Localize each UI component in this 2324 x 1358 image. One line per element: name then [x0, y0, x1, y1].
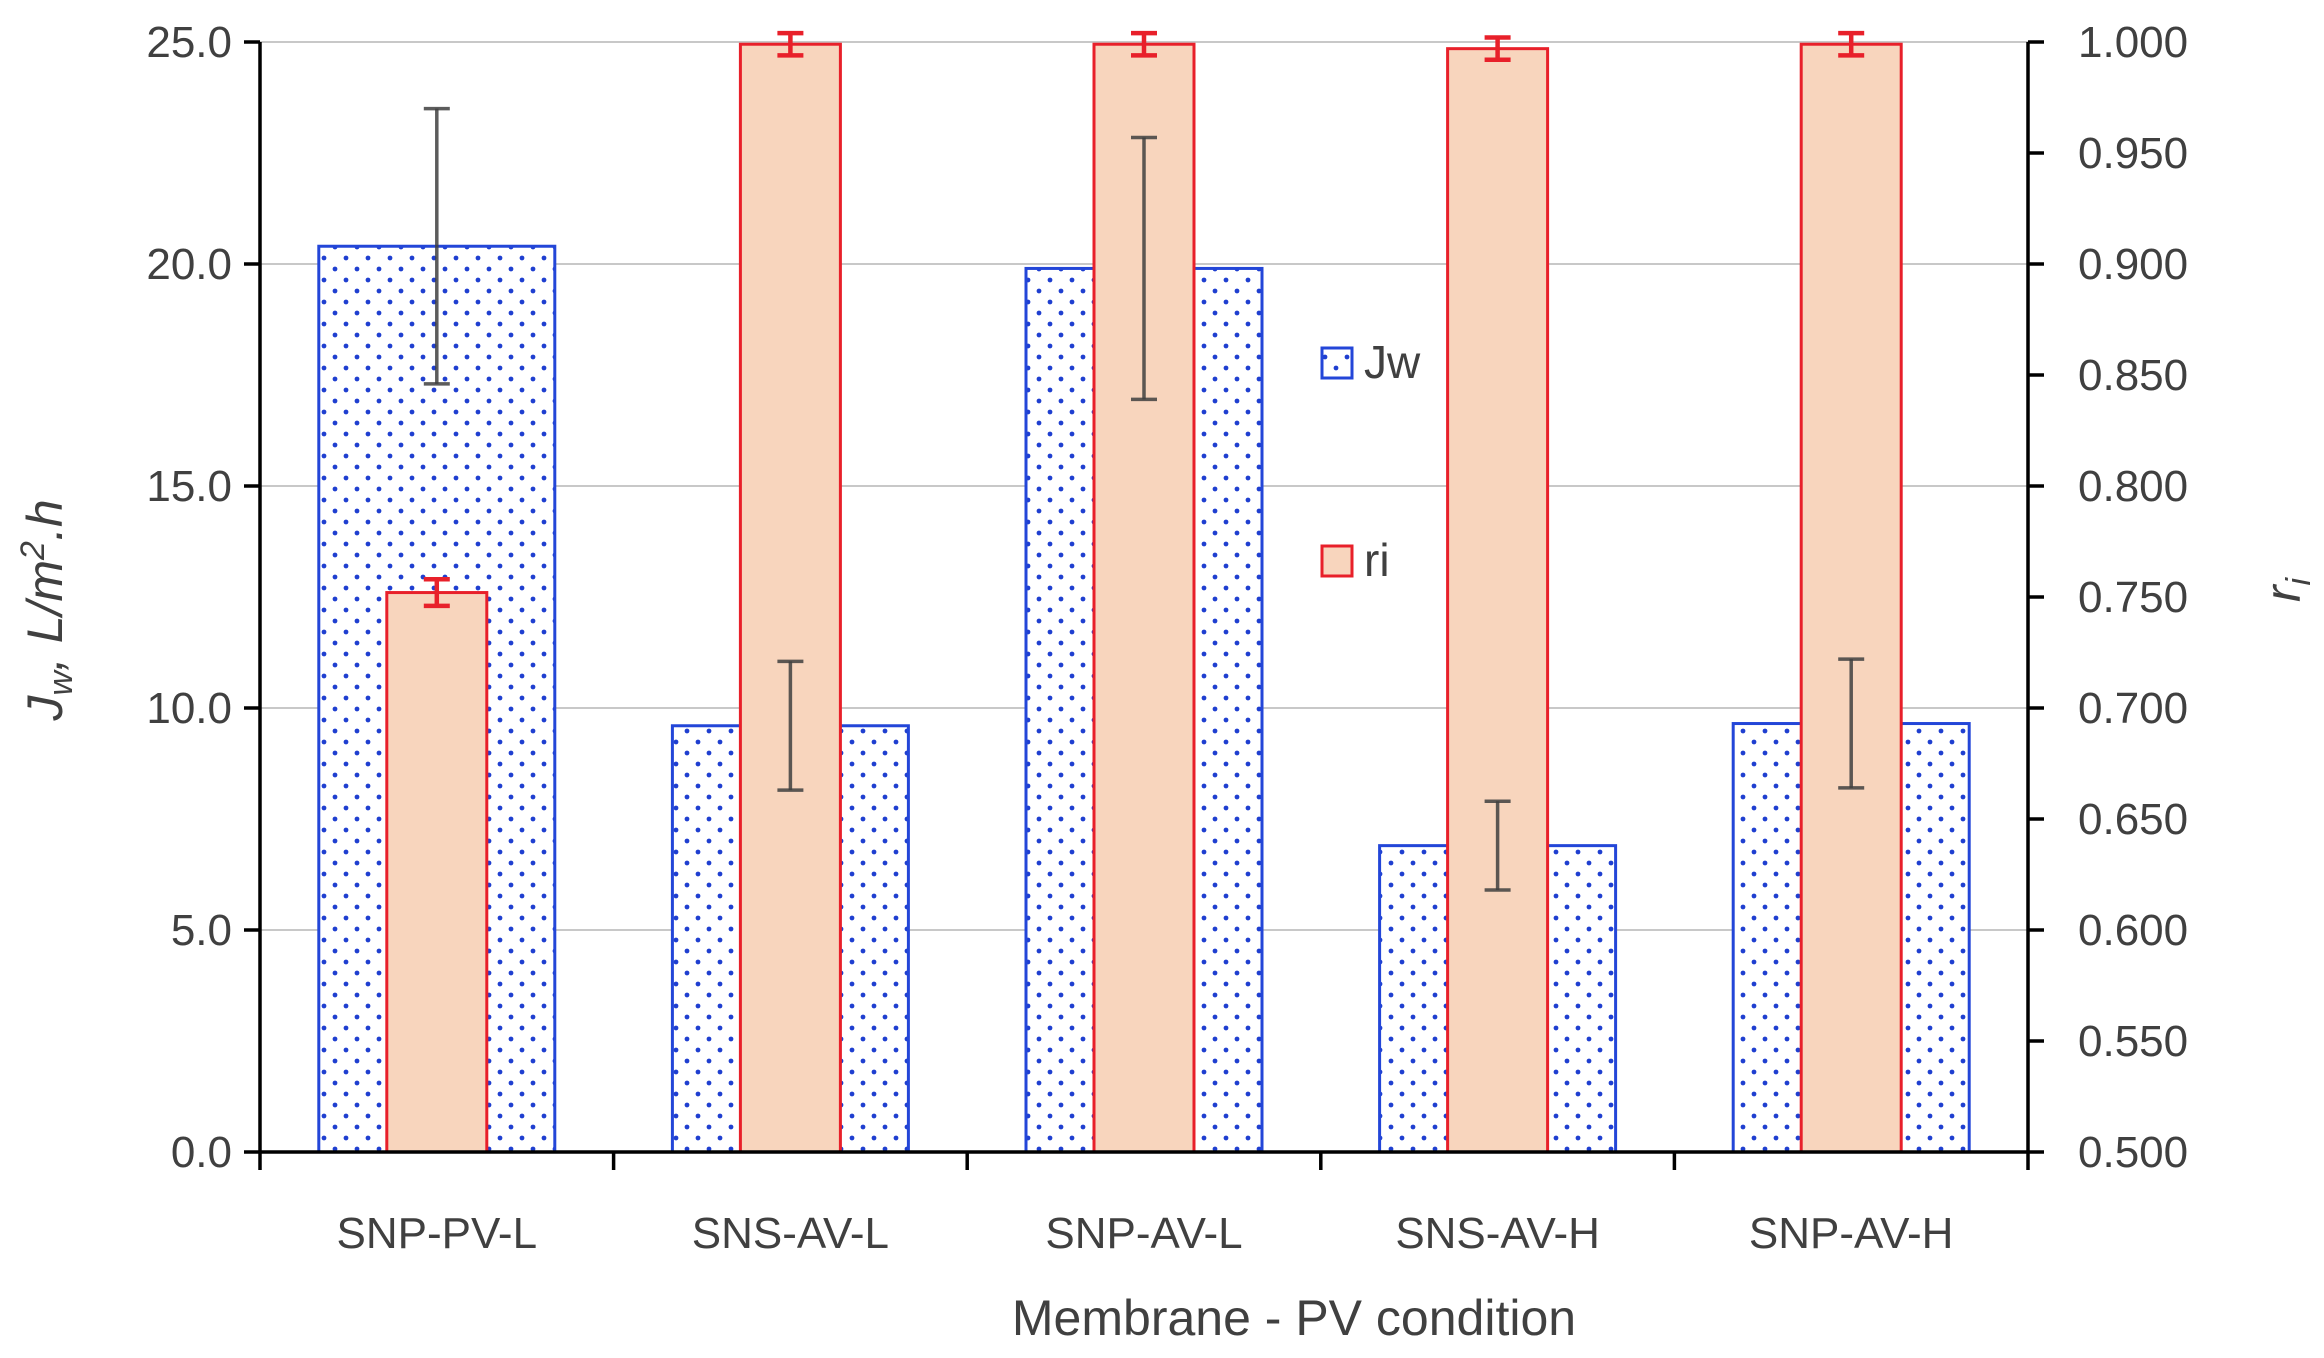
jw-error-bars — [423, 106, 1865, 892]
error-bar-ri — [1838, 30, 1865, 58]
legend-swatch-jw — [1320, 346, 1354, 380]
x-axis-title: Membrane - PV condition — [1012, 1290, 1576, 1346]
left-y-tick-label: 10.0 — [146, 684, 232, 733]
error-bar-jw — [1131, 135, 1157, 402]
legend-label-jw: Jw — [1364, 336, 1421, 388]
bar-ri — [1799, 42, 1903, 1154]
error-bar-ri — [1131, 30, 1157, 58]
ri-error-bars — [423, 30, 1865, 609]
left-y-axis-title: Jw, L/m2.h — [14, 499, 80, 721]
right-y-tick-label: 0.900 — [2078, 240, 2188, 289]
bar-ri — [385, 591, 489, 1154]
right-y-tick-label: 0.850 — [2078, 351, 2188, 400]
x-tick-label: SNP-AV-H — [1749, 1209, 1954, 1258]
axes — [244, 40, 2044, 1170]
x-tick-label: SNP-AV-L — [1045, 1209, 1242, 1258]
left-y-tick-label: 20.0 — [146, 240, 232, 289]
left-y-tick-label: 25.0 — [146, 18, 232, 67]
error-bar-jw — [1838, 657, 1865, 790]
x-tick-label: SNS-AV-L — [692, 1209, 889, 1258]
right-y-tick-label: 0.800 — [2078, 462, 2188, 511]
right-y-tick-label: 0.600 — [2078, 906, 2188, 955]
right-y-tick-label: 0.700 — [2078, 684, 2188, 733]
x-tick-labels: SNP-PV-L SNS-AV-L SNP-AV-L SNS-AV-H SNP-AV-H — [337, 1209, 1954, 1258]
left-y-tick-label: 0.0 — [171, 1128, 232, 1177]
right-y-tick-label: 0.950 — [2078, 129, 2188, 178]
legend-swatch-ri — [1320, 544, 1354, 578]
right-y-tick-labels: 0.500 0.550 0.600 0.650 0.700 0.750 0.800 0.850… — [2078, 18, 2188, 1177]
left-y-tick-labels: 0.0 5.0 10.0 15.0 20.0 25.0 — [146, 18, 232, 1177]
error-bar-jw — [423, 106, 450, 386]
left-y-tick-label: 5.0 — [171, 906, 232, 955]
right-y-tick-label: 0.500 — [2078, 1128, 2188, 1177]
error-bar-ri — [423, 576, 450, 609]
error-bar-ri — [1484, 35, 1511, 63]
error-bar-jw — [777, 659, 804, 792]
error-bar-jw — [1484, 799, 1511, 892]
right-y-tick-label: 0.750 — [2078, 573, 2188, 622]
right-y-tick-label: 0.550 — [2078, 1017, 2188, 1066]
error-bar-ri — [777, 30, 804, 58]
x-tick-label: SNS-AV-H — [1395, 1209, 1600, 1258]
left-y-tick-label: 15.0 — [146, 462, 232, 511]
bar-ri — [1446, 47, 1550, 1154]
right-y-axis-title: ri — [2255, 576, 2318, 602]
right-y-tick-label: 0.650 — [2078, 795, 2188, 844]
legend: Jw ri — [1320, 336, 1421, 586]
legend-label-ri: ri — [1364, 534, 1390, 586]
x-tick-label: SNP-PV-L — [337, 1209, 538, 1258]
bar-ri — [738, 42, 842, 1154]
right-y-tick-label: 1.000 — [2078, 18, 2188, 67]
ri-bars — [385, 42, 1903, 1154]
